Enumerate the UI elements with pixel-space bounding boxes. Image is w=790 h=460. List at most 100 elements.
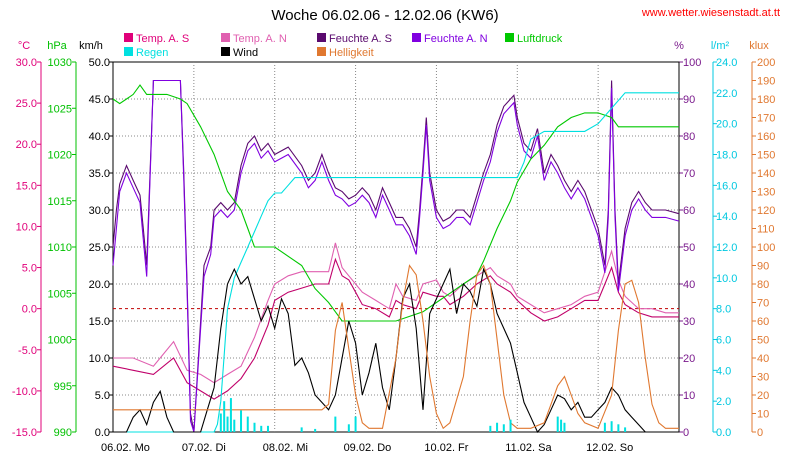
rain-tick-label: 12.0: [716, 242, 737, 254]
temp-tick-label: 0.0: [22, 304, 37, 316]
temp-tick-label: -10.0: [12, 386, 37, 398]
pressure-tick-label: 995: [54, 381, 72, 393]
plot-area: [112, 79, 680, 433]
humidity-tick-label: 40: [683, 279, 695, 291]
light-tick-label: 10: [757, 409, 769, 421]
light-tick-label: 200: [757, 57, 775, 69]
humidity-tick-label: 80: [683, 131, 695, 143]
legend-label: Luftdruck: [517, 33, 563, 45]
rain-tick-label: 10.0: [716, 273, 737, 285]
series-helligkeit: [113, 264, 679, 430]
temp-tick-label: 30.0: [16, 57, 37, 69]
pressure-tick-label: 1010: [48, 242, 72, 254]
rain-bar: [266, 425, 269, 432]
rain-tick-label: 18.0: [716, 150, 737, 162]
light-tick-label: 120: [757, 205, 775, 217]
series-temp-a-n: [113, 242, 679, 384]
temp-tick-label: 25.0: [16, 98, 37, 110]
series-feuchte-a-s: [112, 79, 680, 433]
wind-tick-label: 25.0: [89, 242, 110, 254]
light-tick-label: 100: [757, 242, 775, 254]
legend-label: Temp. A. N: [233, 33, 287, 45]
legend-swatch: [505, 33, 514, 42]
rain-bar: [563, 422, 566, 432]
wind-unit-label: km/h: [79, 40, 103, 52]
rain-bar: [300, 427, 303, 432]
rain-bar: [560, 419, 563, 432]
light-tick-label: 150: [757, 150, 775, 162]
legend: Temp. A. S Temp. A. N Feuchte A. S Feuchte …: [124, 33, 563, 59]
rain-bar: [603, 422, 606, 432]
humidity-tick-label: 90: [683, 94, 695, 106]
x-tick-label: 12.02. So: [586, 442, 633, 454]
legend-swatch: [317, 47, 326, 56]
legend-swatch: [221, 33, 230, 42]
wind-tick-label: 40.0: [89, 131, 110, 143]
pressure-tick-label: 1030: [48, 57, 72, 69]
light-tick-label: 180: [757, 94, 775, 106]
pressure-tick-label: 1005: [48, 288, 72, 300]
humidity-tick-label: 60: [683, 205, 695, 217]
wind-tick-label: 20.0: [89, 279, 110, 291]
rain-bar: [246, 416, 249, 432]
light-tick-label: 0: [757, 427, 763, 439]
rain-bar: [314, 428, 317, 432]
light-tick-label: 90: [757, 261, 769, 273]
rain-bar: [219, 413, 222, 432]
pressure-unit-label: hPa: [47, 40, 67, 52]
pressure-tick-label: 990: [54, 427, 72, 439]
rain-tick-label: 6.0: [716, 335, 731, 347]
x-tick-label: 09.02. Do: [344, 442, 392, 454]
temp-tick-label: -15.0: [12, 427, 37, 439]
x-tick-label: 06.02. Mo: [101, 442, 150, 454]
humidity-tick-label: 100: [683, 57, 701, 69]
wind-tick-label: 5.0: [95, 390, 110, 402]
rain-bar: [226, 416, 229, 432]
wind-tick-label: 50.0: [89, 57, 110, 69]
legend-label: Feuchte A. S: [329, 33, 392, 45]
rain-tick-label: 8.0: [716, 304, 731, 316]
rain-bar: [223, 401, 226, 432]
rain-tick-label: 2.0: [716, 396, 731, 408]
pressure-tick-label: 1025: [48, 103, 72, 115]
legend-swatch: [317, 33, 326, 42]
pressure-tick-label: 1015: [48, 196, 72, 208]
rain-bar: [496, 422, 499, 432]
source-label: www.wetter.wiesenstadt.at.tt: [641, 7, 780, 19]
legend-label: Feuchte A. N: [424, 33, 488, 45]
legend-swatch: [124, 47, 133, 56]
series-luftdruck: [112, 84, 679, 322]
legend-label: Regen: [136, 47, 168, 59]
light-tick-label: 190: [757, 76, 775, 88]
temp-tick-label: 15.0: [16, 180, 37, 192]
rain-bar: [509, 419, 512, 432]
temp-tick-label: 5.0: [22, 263, 37, 275]
wind-tick-label: 30.0: [89, 205, 110, 217]
light-unit-label: klux: [749, 40, 769, 52]
rain-bar: [229, 398, 232, 432]
rain-bar: [502, 424, 505, 432]
rain-bar: [610, 421, 613, 432]
rain-bar: [489, 425, 492, 432]
light-tick-label: 160: [757, 131, 775, 143]
wind-tick-label: 35.0: [89, 168, 110, 180]
light-tick-label: 50: [757, 335, 769, 347]
axes: 30.0 25.0 20.0 15.0 10.0 5.0 0.0 -5.0 -10.0 -15.0…: [12, 40, 775, 454]
light-tick-label: 140: [757, 168, 775, 180]
x-tick-label: 07.02. Di: [182, 442, 226, 454]
rain-bar: [233, 419, 236, 432]
light-tick-label: 20: [757, 390, 769, 402]
pressure-tick-label: 1000: [48, 335, 72, 347]
light-tick-label: 110: [757, 224, 775, 236]
temp-tick-label: -5.0: [18, 345, 37, 357]
rain-tick-label: 24.0: [716, 57, 737, 69]
rain-tick-label: 16.0: [716, 180, 737, 192]
humidity-tick-label: 0: [683, 427, 689, 439]
rain-bar: [617, 424, 620, 432]
humidity-tick-label: 50: [683, 242, 695, 254]
rain-unit-label: l/m²: [711, 40, 730, 52]
rain-bar: [556, 416, 559, 432]
rain-bar: [624, 427, 627, 432]
rain-tick-label: 22.0: [716, 88, 737, 100]
